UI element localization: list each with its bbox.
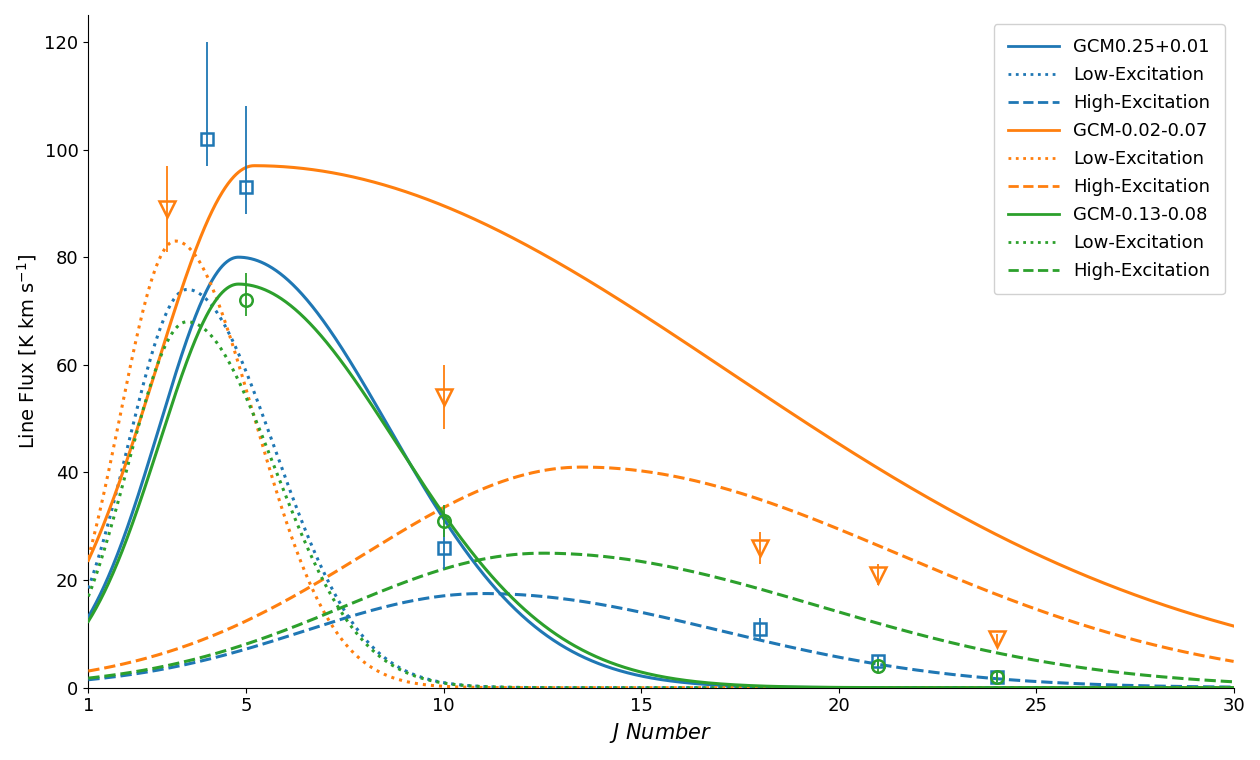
X-axis label: $J$ Number: $J$ Number [610, 721, 713, 745]
Legend: GCM0.25+0.01, Low-Excitation, High-Excitation, GCM-0.02-0.07, Low-Excitation, Hi: GCM0.25+0.01, Low-Excitation, High-Excit… [994, 24, 1225, 294]
Y-axis label: Line Flux [K km s$^{-1}$]: Line Flux [K km s$^{-1}$] [15, 254, 39, 449]
